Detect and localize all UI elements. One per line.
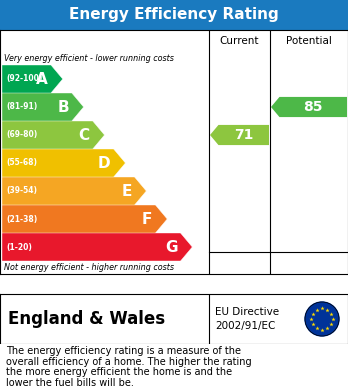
Text: lower the fuel bills will be.: lower the fuel bills will be. xyxy=(6,378,134,387)
Polygon shape xyxy=(2,177,146,205)
Circle shape xyxy=(305,302,339,336)
Text: Very energy efficient - lower running costs: Very energy efficient - lower running co… xyxy=(4,54,174,63)
Polygon shape xyxy=(210,125,269,145)
Text: E: E xyxy=(121,183,132,199)
Text: (39-54): (39-54) xyxy=(6,187,37,196)
Text: Current: Current xyxy=(220,36,259,46)
Text: C: C xyxy=(79,127,90,142)
Text: England & Wales: England & Wales xyxy=(8,310,165,328)
Text: D: D xyxy=(98,156,111,170)
Text: 85: 85 xyxy=(303,100,323,114)
Text: The energy efficiency rating is a measure of the: The energy efficiency rating is a measur… xyxy=(6,346,241,356)
Text: Potential: Potential xyxy=(286,36,332,46)
Text: (92-100): (92-100) xyxy=(6,75,42,84)
Text: (1-20): (1-20) xyxy=(6,242,32,251)
Text: (21-38): (21-38) xyxy=(6,215,37,224)
Text: overall efficiency of a home. The higher the rating: overall efficiency of a home. The higher… xyxy=(6,357,252,367)
Text: F: F xyxy=(142,212,152,226)
Text: B: B xyxy=(57,99,69,115)
Polygon shape xyxy=(2,121,104,149)
Text: (69-80): (69-80) xyxy=(6,131,37,140)
Text: (81-91): (81-91) xyxy=(6,102,37,111)
Text: Energy Efficiency Rating: Energy Efficiency Rating xyxy=(69,7,279,23)
Text: G: G xyxy=(165,240,177,255)
Polygon shape xyxy=(2,233,192,261)
Text: A: A xyxy=(36,72,48,86)
Polygon shape xyxy=(2,149,125,177)
Polygon shape xyxy=(2,65,63,93)
Text: EU Directive
2002/91/EC: EU Directive 2002/91/EC xyxy=(215,307,279,331)
Polygon shape xyxy=(271,97,347,117)
Text: (55-68): (55-68) xyxy=(6,158,37,167)
Text: Not energy efficient - higher running costs: Not energy efficient - higher running co… xyxy=(4,263,174,272)
Polygon shape xyxy=(2,93,84,121)
Text: 71: 71 xyxy=(234,128,253,142)
Polygon shape xyxy=(2,205,167,233)
Text: the more energy efficient the home is and the: the more energy efficient the home is an… xyxy=(6,367,232,377)
